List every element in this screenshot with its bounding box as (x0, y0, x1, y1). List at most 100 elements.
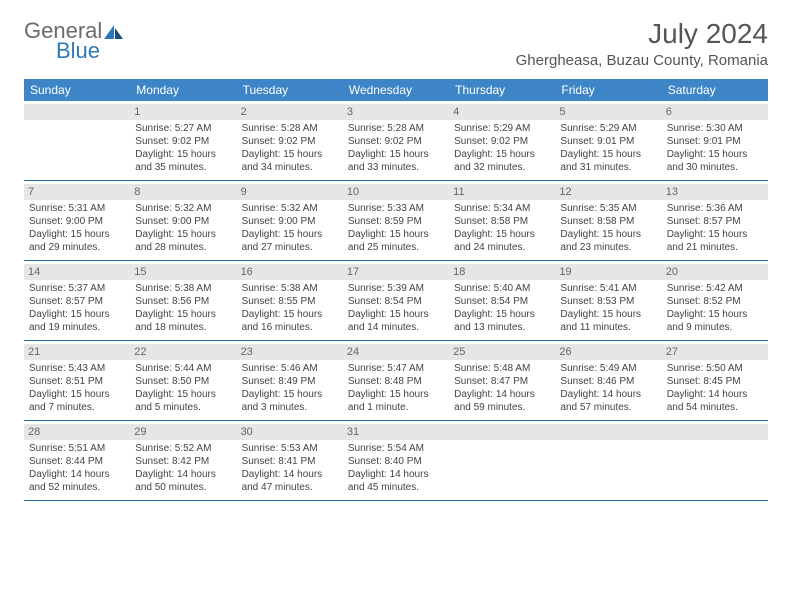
cell-line: Daylight: 14 hours (667, 388, 763, 401)
calendar-cell: 31Sunrise: 5:54 AMSunset: 8:40 PMDayligh… (343, 421, 449, 500)
title-block: July 2024 Ghergheasa, Buzau County, Roma… (516, 18, 768, 69)
day-header-fri: Friday (555, 79, 661, 101)
cell-line: and 11 minutes. (560, 321, 656, 334)
calendar-cell: 22Sunrise: 5:44 AMSunset: 8:50 PMDayligh… (130, 341, 236, 420)
cell-line: Sunrise: 5:43 AM (29, 362, 125, 375)
cell-line: Sunrise: 5:41 AM (560, 282, 656, 295)
date-number: 14 (24, 264, 130, 280)
cell-line: Daylight: 15 hours (242, 148, 338, 161)
cell-line: Sunset: 8:58 PM (560, 215, 656, 228)
cell-line: Sunset: 8:52 PM (667, 295, 763, 308)
cell-line: Sunrise: 5:40 AM (454, 282, 550, 295)
date-number: 3 (343, 104, 449, 120)
cell-line: Sunset: 9:00 PM (135, 215, 231, 228)
calendar-cell: 12Sunrise: 5:35 AMSunset: 8:58 PMDayligh… (555, 181, 661, 260)
calendar-cell: 30Sunrise: 5:53 AMSunset: 8:41 PMDayligh… (237, 421, 343, 500)
cell-line: and 9 minutes. (667, 321, 763, 334)
cell-line: Daylight: 14 hours (560, 388, 656, 401)
calendar-cell: 26Sunrise: 5:49 AMSunset: 8:46 PMDayligh… (555, 341, 661, 420)
calendar-cell: 25Sunrise: 5:48 AMSunset: 8:47 PMDayligh… (449, 341, 555, 420)
month-title: July 2024 (516, 18, 768, 50)
cell-line: and 23 minutes. (560, 241, 656, 254)
cell-line: Sunset: 9:02 PM (242, 135, 338, 148)
cell-line: Sunset: 8:58 PM (454, 215, 550, 228)
cell-line: Sunset: 8:44 PM (29, 455, 125, 468)
calendar-cell: 4Sunrise: 5:29 AMSunset: 9:02 PMDaylight… (449, 101, 555, 180)
date-number: 19 (555, 264, 661, 280)
date-number: 30 (237, 424, 343, 440)
header: GeneralBlue July 2024 Ghergheasa, Buzau … (24, 18, 768, 69)
cell-line: Sunset: 8:49 PM (242, 375, 338, 388)
date-number: 28 (24, 424, 130, 440)
cell-line: Daylight: 15 hours (348, 148, 444, 161)
date-number: 6 (662, 104, 768, 120)
cell-line: Sunrise: 5:36 AM (667, 202, 763, 215)
date-number: 13 (662, 184, 768, 200)
calendar-cell: 11Sunrise: 5:34 AMSunset: 8:58 PMDayligh… (449, 181, 555, 260)
date-number: 21 (24, 344, 130, 360)
cell-line: Daylight: 15 hours (135, 148, 231, 161)
cell-line: and 7 minutes. (29, 401, 125, 414)
cell-line: Daylight: 15 hours (454, 148, 550, 161)
calendar-cell: 6Sunrise: 5:30 AMSunset: 9:01 PMDaylight… (662, 101, 768, 180)
cell-line: Daylight: 15 hours (29, 388, 125, 401)
cell-line: Sunset: 9:01 PM (560, 135, 656, 148)
cell-line: and 52 minutes. (29, 481, 125, 494)
cell-line: Daylight: 15 hours (348, 308, 444, 321)
cell-line: and 27 minutes. (242, 241, 338, 254)
cell-line: Daylight: 15 hours (29, 228, 125, 241)
logo: GeneralBlue (24, 18, 125, 64)
cell-line: Daylight: 15 hours (348, 228, 444, 241)
week-row: 14Sunrise: 5:37 AMSunset: 8:57 PMDayligh… (24, 261, 768, 341)
weeks-container: 1Sunrise: 5:27 AMSunset: 9:02 PMDaylight… (24, 101, 768, 501)
cell-line: Sunrise: 5:32 AM (135, 202, 231, 215)
date-number-empty (24, 104, 130, 120)
cell-line: Daylight: 14 hours (454, 388, 550, 401)
calendar-cell: 29Sunrise: 5:52 AMSunset: 8:42 PMDayligh… (130, 421, 236, 500)
cell-line: Sunset: 8:41 PM (242, 455, 338, 468)
cell-line: Daylight: 14 hours (242, 468, 338, 481)
cell-line: Daylight: 15 hours (560, 228, 656, 241)
cell-line: Sunset: 8:42 PM (135, 455, 231, 468)
date-number-empty (662, 424, 768, 440)
day-header-wed: Wednesday (343, 79, 449, 101)
cell-line: Sunset: 8:55 PM (242, 295, 338, 308)
date-number: 29 (130, 424, 236, 440)
date-number: 8 (130, 184, 236, 200)
cell-line: Daylight: 15 hours (135, 228, 231, 241)
cell-line: and 35 minutes. (135, 161, 231, 174)
cell-line: Sunrise: 5:49 AM (560, 362, 656, 375)
cell-line: and 54 minutes. (667, 401, 763, 414)
cell-line: Sunset: 8:57 PM (29, 295, 125, 308)
date-number: 2 (237, 104, 343, 120)
calendar-cell: 24Sunrise: 5:47 AMSunset: 8:48 PMDayligh… (343, 341, 449, 420)
day-header-sun: Sunday (24, 79, 130, 101)
calendar-cell: 17Sunrise: 5:39 AMSunset: 8:54 PMDayligh… (343, 261, 449, 340)
logo-text-blue: Blue (56, 38, 125, 64)
day-header-tue: Tuesday (237, 79, 343, 101)
date-number: 24 (343, 344, 449, 360)
calendar-cell: 13Sunrise: 5:36 AMSunset: 8:57 PMDayligh… (662, 181, 768, 260)
cell-line: and 13 minutes. (454, 321, 550, 334)
date-number: 1 (130, 104, 236, 120)
cell-line: and 5 minutes. (135, 401, 231, 414)
cell-line: Daylight: 15 hours (667, 308, 763, 321)
cell-line: Daylight: 15 hours (242, 388, 338, 401)
cell-line: Sunset: 9:02 PM (348, 135, 444, 148)
cell-line: Sunset: 8:48 PM (348, 375, 444, 388)
calendar-cell: 1Sunrise: 5:27 AMSunset: 9:02 PMDaylight… (130, 101, 236, 180)
cell-line: Sunset: 8:50 PM (135, 375, 231, 388)
cell-line: and 59 minutes. (454, 401, 550, 414)
day-header-thu: Thursday (449, 79, 555, 101)
date-number: 22 (130, 344, 236, 360)
cell-line: Sunrise: 5:47 AM (348, 362, 444, 375)
cell-line: Sunset: 8:53 PM (560, 295, 656, 308)
cell-line: and 45 minutes. (348, 481, 444, 494)
cell-line: Daylight: 14 hours (135, 468, 231, 481)
cell-line: Sunrise: 5:28 AM (348, 122, 444, 135)
cell-line: and 28 minutes. (135, 241, 231, 254)
week-row: 1Sunrise: 5:27 AMSunset: 9:02 PMDaylight… (24, 101, 768, 181)
cell-line: Daylight: 15 hours (135, 388, 231, 401)
cell-line: Sunset: 8:46 PM (560, 375, 656, 388)
date-number: 4 (449, 104, 555, 120)
